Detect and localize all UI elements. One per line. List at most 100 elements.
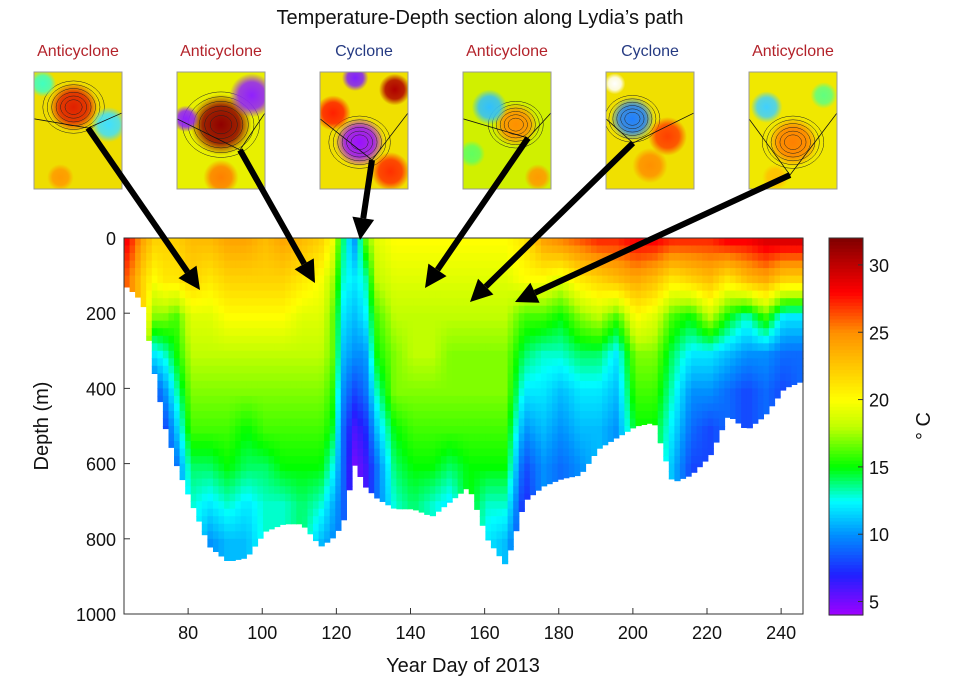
heatmap-cell: [140, 275, 147, 284]
heatmap-cell: [507, 508, 514, 517]
heatmap-cell: [691, 403, 698, 412]
heatmap-cell: [763, 260, 770, 269]
heatmap-cell: [502, 456, 509, 465]
heatmap-cell: [229, 546, 236, 555]
heatmap-cell: [546, 426, 553, 435]
heatmap-cell: [785, 260, 792, 269]
heatmap-cell: [313, 298, 320, 307]
heatmap-cell: [240, 493, 247, 502]
heatmap-cell: [162, 343, 170, 352]
heatmap-cell: [424, 245, 431, 254]
heatmap-cell: [452, 260, 459, 269]
heatmap-cell: [496, 328, 503, 337]
heatmap-cell: [179, 433, 186, 442]
heatmap-cell: [435, 343, 442, 352]
heatmap-cell: [168, 403, 175, 412]
heatmap-cell: [224, 456, 231, 465]
heatmap-cell: [246, 305, 253, 314]
heatmap-cell: [363, 411, 370, 420]
heatmap-cell: [741, 403, 748, 412]
heatmap-cell: [702, 426, 709, 435]
heatmap-cell: [279, 471, 286, 480]
heatmap-cell: [646, 350, 653, 359]
heatmap-cell: [468, 388, 475, 397]
heatmap-cell: [696, 411, 703, 420]
heatmap-cell: [229, 343, 236, 352]
thumbnail-eddy-blob: [471, 89, 507, 125]
heatmap-cell: [452, 456, 459, 465]
heatmap-cell: [324, 260, 331, 269]
colorbar-swatch: [829, 325, 863, 330]
heatmap-cell: [279, 373, 286, 382]
heatmap-cell: [735, 260, 742, 269]
heatmap-cell: [479, 380, 486, 389]
heatmap-cell: [279, 486, 286, 495]
heatmap-cell: [301, 245, 309, 254]
heatmap-cell: [190, 456, 197, 465]
heatmap-cell: [418, 426, 425, 435]
heatmap-cell: [724, 245, 731, 254]
heatmap-cell: [552, 403, 559, 412]
heatmap-cell: [730, 395, 737, 404]
heatmap-cell: [591, 380, 598, 389]
heatmap-cell: [518, 320, 525, 329]
heatmap-cell: [541, 471, 548, 480]
heatmap-cell: [140, 238, 147, 247]
heatmap-cell: [213, 426, 220, 435]
heatmap-cell: [307, 456, 314, 465]
heatmap-cell: [307, 403, 314, 412]
colorbar-swatch: [829, 261, 863, 266]
heatmap-cell: [535, 365, 542, 374]
heatmap-cell: [730, 238, 737, 247]
x-tick-label: 220: [692, 623, 722, 643]
heatmap-cell: [663, 290, 670, 299]
heatmap-cell: [735, 350, 742, 359]
heatmap-cell: [496, 456, 503, 465]
heatmap-cell: [379, 448, 386, 457]
heatmap-cell: [568, 305, 575, 314]
heatmap-cell: [246, 358, 253, 367]
heatmap-cell: [335, 350, 342, 359]
thumbnail-eddy-blob: [371, 152, 408, 189]
heatmap-cell: [618, 388, 625, 397]
heatmap-cell: [746, 411, 753, 420]
heatmap-cell: [563, 448, 570, 457]
heatmap-cell: [363, 268, 370, 277]
heatmap-cell: [568, 365, 575, 374]
heatmap-cell: [235, 373, 242, 382]
heatmap-cell: [301, 463, 309, 472]
heatmap-cell: [474, 350, 481, 359]
heatmap-cell: [668, 365, 675, 374]
heatmap-cell: [274, 463, 281, 472]
heatmap-cell: [652, 335, 659, 344]
heatmap-cell: [318, 448, 325, 457]
heatmap-cell: [190, 411, 197, 420]
heatmap-cell: [440, 441, 448, 450]
heatmap-cell: [268, 411, 275, 420]
heatmap-cell: [624, 275, 631, 284]
heatmap-cell: [685, 328, 692, 337]
heatmap-cell: [396, 388, 403, 397]
heatmap-cell: [746, 320, 753, 329]
heatmap-cell: [463, 238, 470, 247]
heatmap-cell: [524, 441, 531, 450]
heatmap-cell: [629, 298, 637, 307]
heatmap-cell: [374, 411, 381, 420]
heatmap-cell: [146, 328, 153, 337]
heatmap-cell: [468, 433, 475, 442]
heatmap-cell: [485, 388, 492, 397]
heatmap-cell: [635, 313, 642, 322]
heatmap-cell: [546, 343, 553, 352]
heatmap-cell: [496, 373, 503, 382]
heatmap-cell: [502, 328, 509, 337]
heatmap-cell: [318, 411, 325, 420]
heatmap-cell: [251, 245, 259, 254]
heatmap-cell: [435, 486, 442, 495]
heatmap-cell: [507, 350, 514, 359]
heatmap-cell: [679, 373, 687, 382]
heatmap-cell: [413, 508, 420, 511]
heatmap-cell: [213, 463, 220, 472]
heatmap-cell: [552, 283, 559, 292]
heatmap-cell: [768, 298, 776, 307]
heatmap-cell: [424, 298, 431, 307]
